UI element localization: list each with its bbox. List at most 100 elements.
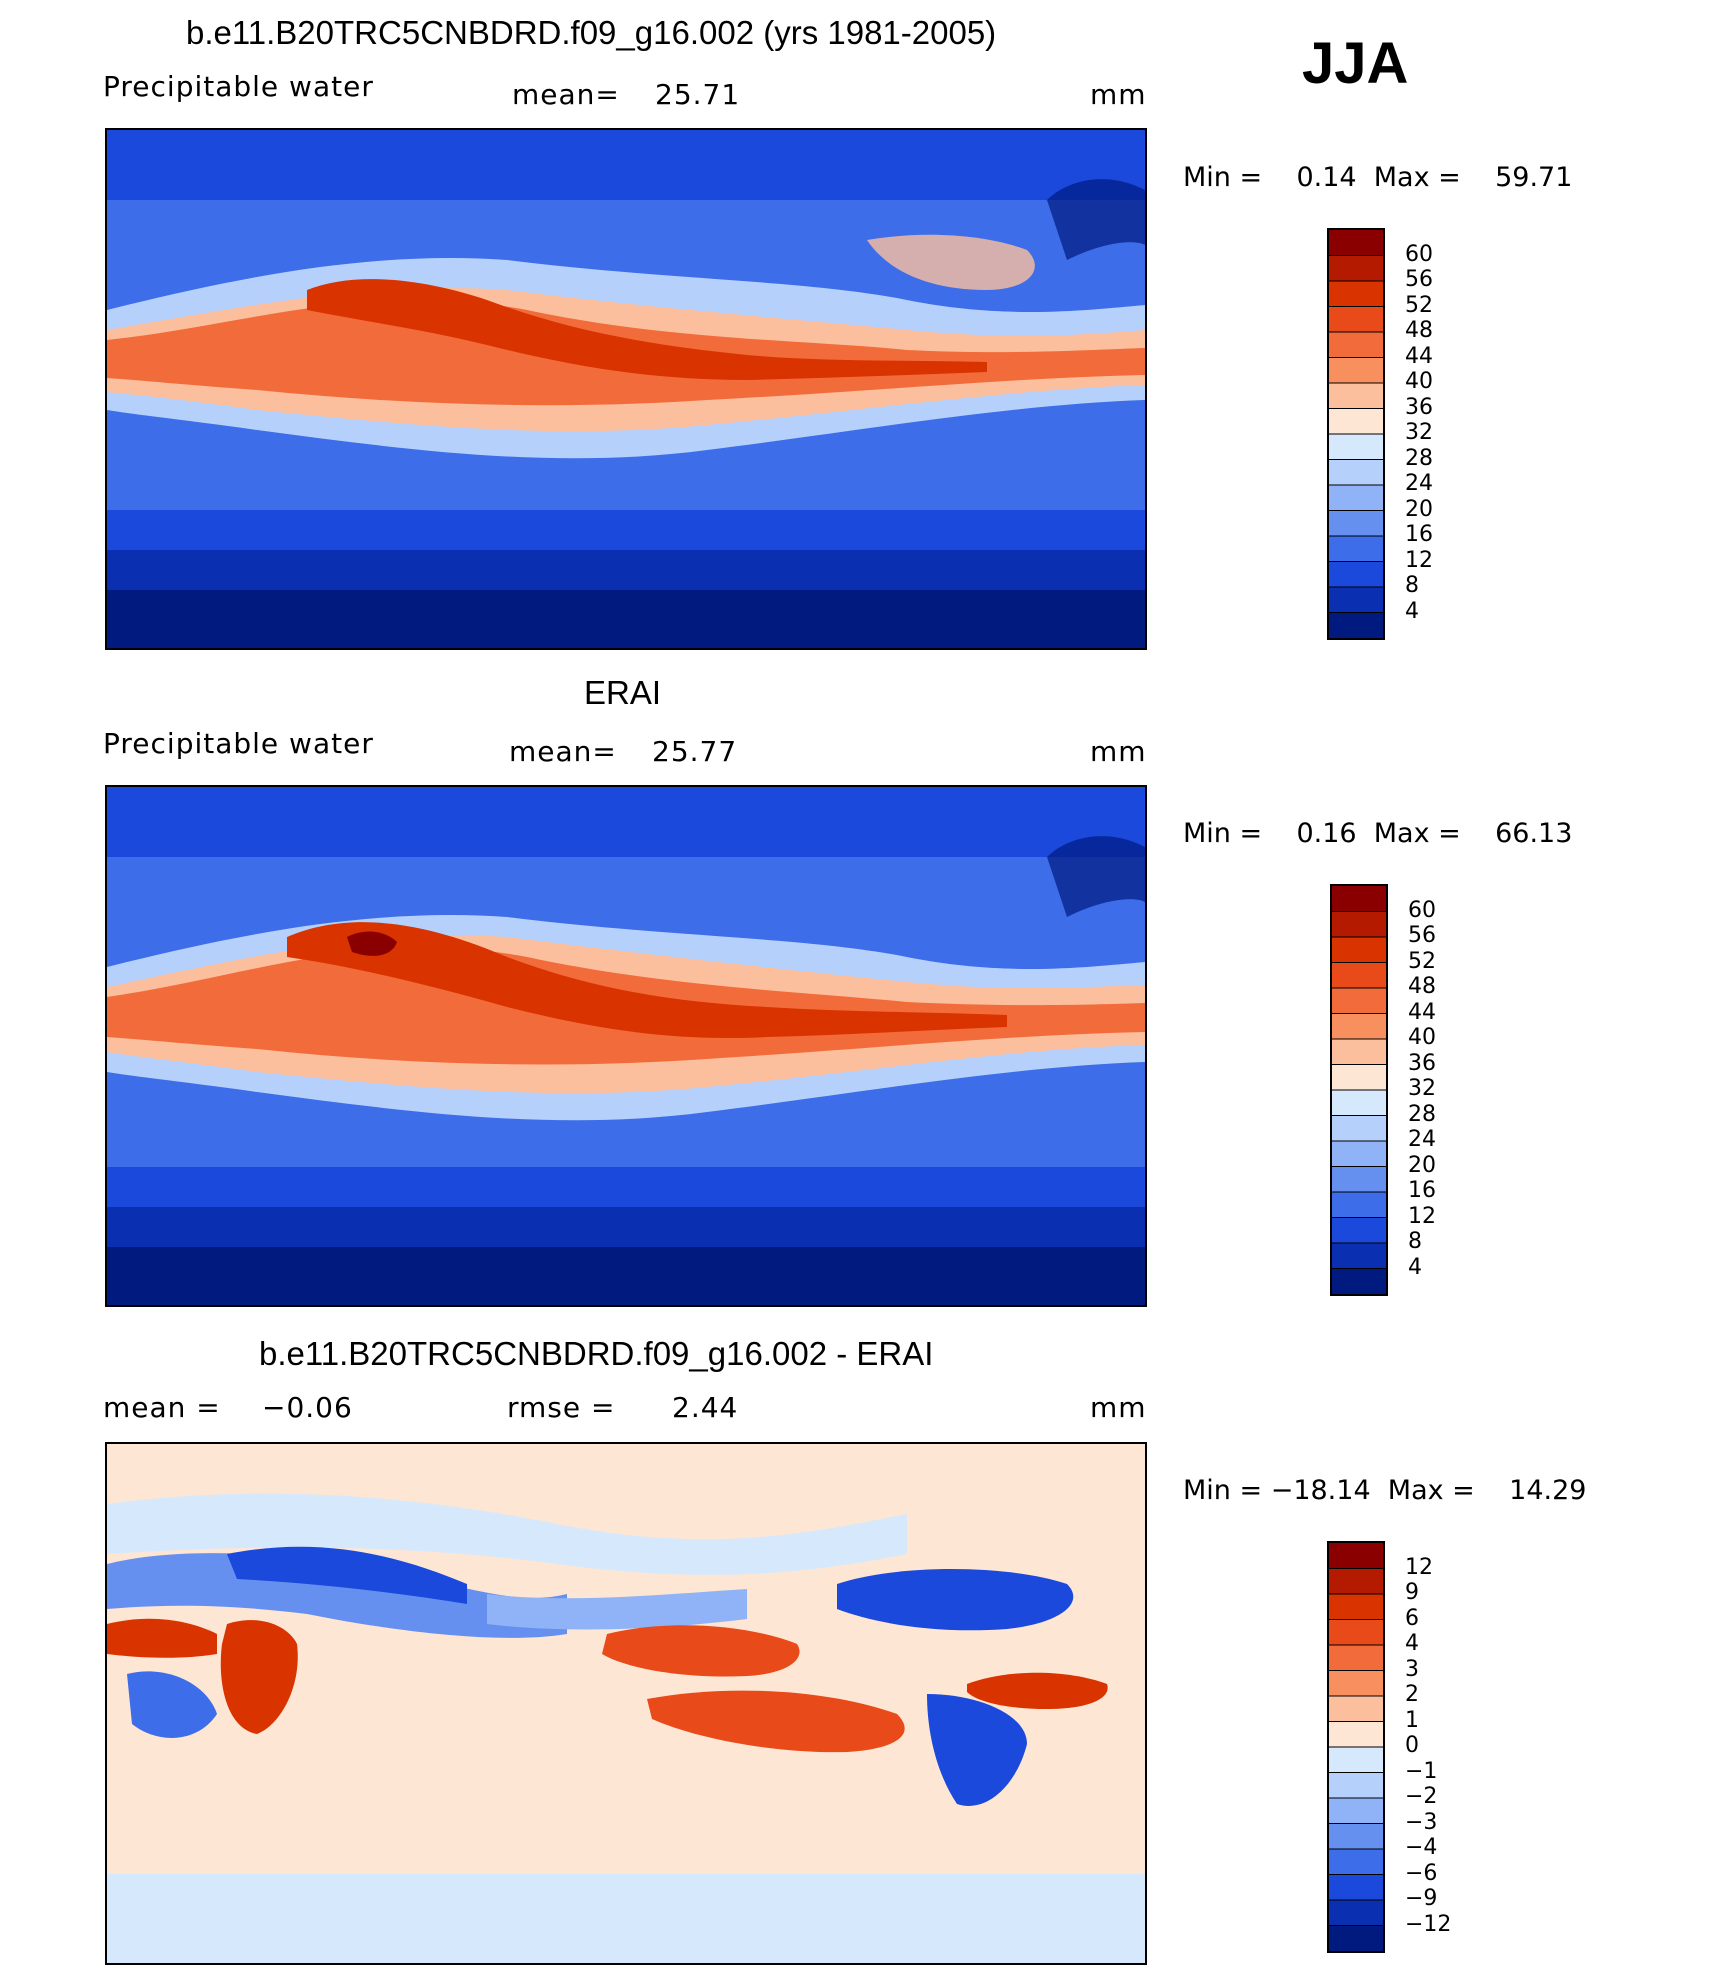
panel-3-colorbar (1327, 1541, 1385, 1953)
panel-1-colorbar-swatch (1329, 587, 1383, 613)
panel-3-mean-value: −0.06 (262, 1391, 353, 1424)
panel-3-colorbar-tick-label: 6 (1405, 1605, 1419, 1631)
panel-3-colorbar-swatch (1329, 1747, 1383, 1773)
panel-1-colorbar-swatch (1329, 612, 1383, 638)
panel-1-colorbar-tick-label: 44 (1405, 343, 1433, 369)
panel-2-colorbar-swatch (1332, 962, 1386, 989)
panel-1-colorbar-tick-label: 20 (1405, 496, 1433, 522)
panel-3-colorbar-swatch (1329, 1543, 1383, 1569)
panel-1-colorbar-tick-label: 28 (1405, 445, 1433, 471)
panel-2-colorbar-tick-label: 52 (1408, 948, 1436, 974)
panel-3-colorbar-swatches (1329, 1543, 1383, 1951)
panel-3-rmse-label: rmse = (507, 1391, 616, 1424)
panel-3-colorbar-tick-label: 1 (1405, 1707, 1419, 1733)
panel-1-colorbar-tick-label: 8 (1405, 573, 1419, 598)
panel-2-colorbar-swatch (1332, 1268, 1386, 1294)
panel-2-colorbar-tick-label: 36 (1408, 1050, 1436, 1076)
panel-2-units: mm (1090, 735, 1147, 768)
panel-1-colorbar-swatch (1329, 561, 1383, 588)
panel-1-colorbar-swatch (1329, 281, 1383, 307)
panel-3-colorbar-tick-label: −2 (1405, 1784, 1438, 1809)
panel-1-colorbar-swatch (1329, 459, 1383, 486)
panel-1-colorbar-swatch (1329, 332, 1383, 358)
panel-2-colorbar-swatch (1332, 1090, 1386, 1116)
panel-1-colorbar-swatch (1329, 306, 1383, 333)
panel-3-colorbar-swatch (1329, 1925, 1383, 1951)
panel-2-colorbar-tick-label: 48 (1408, 974, 1436, 999)
panel-1-colorbar-swatch (1329, 536, 1383, 562)
panel-1-variable: Precipitable water (103, 70, 374, 103)
panel-2-mean-value: 25.77 (652, 735, 738, 768)
panel-3-units: mm (1090, 1391, 1147, 1424)
panel-3-title: b.e11.B20TRC5CNBDRD.f09_g16.002 - ERAI (259, 1335, 934, 1372)
panel-3-colorbar-swatch (1329, 1874, 1383, 1901)
panel-3-colorbar-swatch (1329, 1670, 1383, 1697)
panel-2-colorbar-tick-label: 28 (1408, 1101, 1436, 1127)
panel-2-colorbar-tick-label: 24 (1408, 1127, 1436, 1152)
panel-1-colorbar-swatch (1329, 255, 1383, 282)
panel-3-colorbar-swatch (1329, 1696, 1383, 1722)
panel-3-colorbar-tick-label: 0 (1405, 1733, 1419, 1758)
panel-1-colorbar-tick-label: 56 (1405, 267, 1433, 292)
panel-2-colorbar-tick-label: 60 (1408, 897, 1436, 923)
panel-1-colorbar-tick-label: 16 (1405, 522, 1433, 547)
panel-2-colorbar (1330, 884, 1388, 1296)
panel-3-colorbar-tick-label: −1 (1405, 1758, 1438, 1784)
panel-3-colorbar-tick-label: −9 (1405, 1886, 1438, 1911)
panel-1-mean-value: 25.71 (655, 78, 741, 111)
panel-1-colorbar-tick-label: 4 (1405, 598, 1419, 624)
panel-2-colorbar-swatch (1332, 1217, 1386, 1244)
panel-2-colorbar-swatch (1332, 1166, 1386, 1193)
panel-2-colorbar-tick-label: 32 (1408, 1076, 1436, 1101)
panel-1-colorbar-tick-label: 32 (1405, 420, 1433, 445)
season-label: JJA (1302, 31, 1409, 96)
panel-3-colorbar-swatch (1329, 1823, 1383, 1850)
panel-1-mean-label: mean= (512, 78, 620, 111)
panel-3-mean-label: mean = (103, 1391, 221, 1424)
panel-3-colorbar-swatch (1329, 1594, 1383, 1620)
panel-2-colorbar-swatch (1332, 1243, 1386, 1269)
panel-1-colorbar-tick-label: 48 (1405, 318, 1433, 343)
panel-2-colorbar-swatch (1332, 911, 1386, 938)
panel-1-colorbar-tick-label: 36 (1405, 394, 1433, 420)
panel-3-colorbar-tick-label: −4 (1405, 1835, 1438, 1860)
panel-3-colorbar-swatch (1329, 1645, 1383, 1671)
panel-2-colorbar-swatches (1332, 886, 1386, 1294)
panel-2-variable: Precipitable water (103, 727, 374, 760)
panel-2-colorbar-tick-label: 20 (1408, 1152, 1436, 1178)
panel-3-colorbar-tick-label: 12 (1405, 1554, 1433, 1580)
panel-1-map (105, 128, 1147, 650)
panel-3-colorbar-tick-label: −6 (1405, 1860, 1438, 1886)
panel-1-colorbar-swatches (1329, 230, 1383, 638)
panel-2-title: ERAI (584, 674, 662, 711)
panel-3-colorbar-swatch (1329, 1721, 1383, 1748)
panel-1-colorbar-tick-label: 24 (1405, 471, 1433, 496)
panel-3-colorbar-swatch (1329, 1849, 1383, 1875)
panel-1-colorbar-swatch (1329, 408, 1383, 435)
panel-2-minmax: Min = 0.16 Max = 66.13 (1183, 818, 1573, 849)
panel-1-colorbar-tick-label: 12 (1405, 547, 1433, 573)
panel-1-colorbar-swatch (1329, 434, 1383, 460)
panel-3-colorbar-tick-label: 4 (1405, 1631, 1419, 1656)
panel-2-map (105, 785, 1147, 1307)
panel-1-colorbar-swatch (1329, 383, 1383, 409)
panel-2-mean-label: mean= (509, 735, 617, 768)
panel-1-colorbar-tick-label: 60 (1405, 241, 1433, 267)
panel-1-colorbar-tick-label: 40 (1405, 369, 1433, 394)
panel-2-colorbar-swatch (1332, 1039, 1386, 1065)
panel-1-units: mm (1090, 78, 1147, 111)
panel-3-colorbar-swatch (1329, 1568, 1383, 1595)
panel-3-colorbar-swatch (1329, 1772, 1383, 1799)
panel-2-colorbar-swatch (1332, 1141, 1386, 1167)
panel-2-colorbar-swatch (1332, 1192, 1386, 1218)
panel-1-colorbar-swatch (1329, 357, 1383, 384)
panel-1-colorbar-swatch (1329, 230, 1383, 256)
panel-2-colorbar-swatch (1332, 988, 1386, 1014)
panel-2-colorbar-tick-label: 40 (1408, 1025, 1436, 1050)
panel-1-title: b.e11.B20TRC5CNBDRD.f09_g16.002 (yrs 198… (186, 14, 997, 51)
panel-1-colorbar (1327, 228, 1385, 640)
panel-3-colorbar-tick-label: −12 (1405, 1911, 1452, 1937)
panel-2-colorbar-swatch (1332, 1064, 1386, 1091)
panel-2-colorbar-swatch (1332, 886, 1386, 912)
panel-2-colorbar-tick-label: 8 (1408, 1229, 1422, 1254)
